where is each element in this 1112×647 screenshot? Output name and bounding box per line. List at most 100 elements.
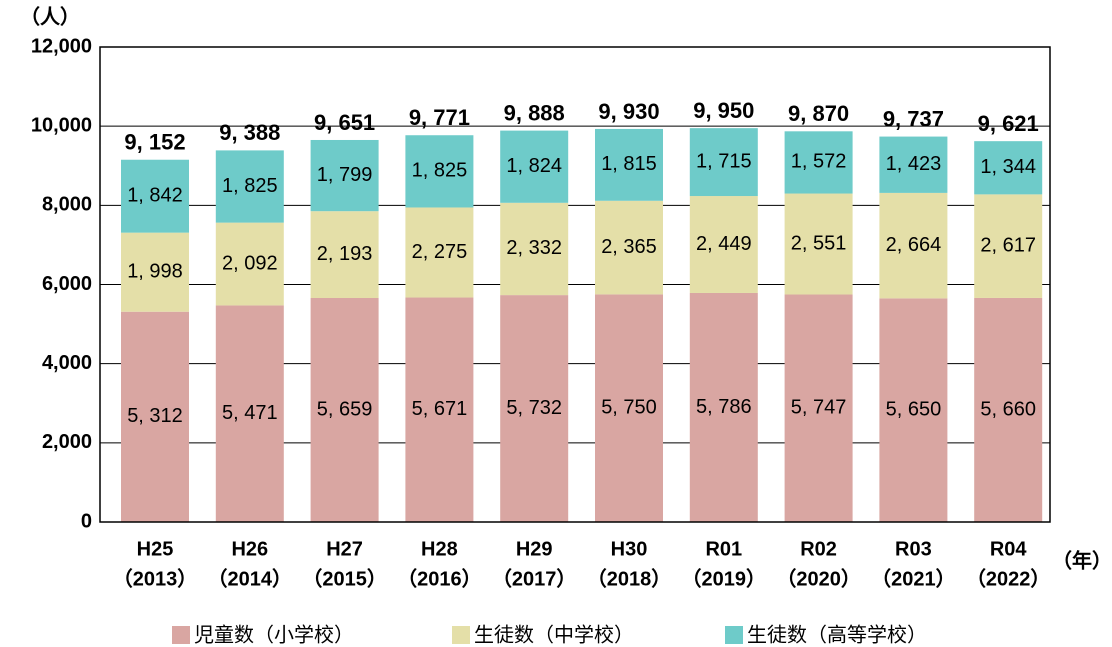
value-label: 5, 471: [222, 402, 278, 424]
bar-segment: [121, 232, 189, 312]
bar-segment: [974, 141, 1043, 195]
total-label: 9, 771: [409, 105, 470, 130]
total-label: 9, 388: [219, 120, 280, 145]
bar-segment: [310, 297, 379, 522]
bar-segment: [500, 202, 569, 296]
y-tick-label: 12,000: [31, 35, 92, 57]
x-tick-label: H25: [137, 538, 174, 560]
x-tick-label: H26: [231, 538, 268, 560]
value-label: 5, 650: [886, 398, 942, 420]
bar-segment: [595, 200, 663, 295]
value-label: 2, 092: [222, 252, 278, 274]
value-label: 5, 747: [791, 397, 847, 419]
y-tick-label: 6,000: [42, 273, 92, 295]
bar-segment: [310, 139, 379, 212]
bar-segment: [974, 297, 1043, 522]
value-label: 1, 825: [412, 160, 468, 182]
bar-segment: [689, 128, 758, 197]
bar-segment: [121, 159, 189, 233]
y-tick-label: 10,000: [31, 114, 92, 136]
bar-segment: [215, 150, 284, 223]
legend-label: 児童数（小学校）: [194, 623, 354, 646]
y-tick-label: 4,000: [42, 352, 92, 374]
x-tick-year: （2020）: [776, 567, 861, 590]
x-tick-label: H28: [421, 538, 458, 560]
value-label: 5, 660: [980, 398, 1036, 420]
x-tick-year: （2015）: [302, 567, 387, 590]
value-label: 1, 824: [506, 155, 562, 177]
x-tick-label: R03: [895, 538, 932, 560]
total-label: 9, 621: [978, 111, 1039, 136]
bar-segment: [784, 294, 853, 522]
value-label: 2, 551: [791, 232, 847, 254]
value-label: 5, 312: [127, 405, 183, 427]
x-tick-year: （2013）: [113, 567, 198, 590]
value-label: 2, 617: [980, 234, 1036, 256]
value-label: 1, 423: [886, 153, 942, 175]
bar-segment: [784, 193, 853, 295]
value-label: 2, 193: [317, 243, 373, 265]
bar-segment: [405, 135, 474, 208]
value-label: 5, 786: [696, 396, 752, 418]
x-tick-label: R04: [990, 538, 1028, 560]
value-label: 1, 815: [601, 153, 657, 175]
value-label: 1, 572: [791, 151, 847, 173]
x-tick-label: H29: [516, 538, 553, 560]
x-unit-label: （年）: [1052, 548, 1112, 572]
value-label: 1, 825: [222, 175, 278, 197]
total-label: 9, 930: [598, 99, 659, 124]
bar-segment: [595, 128, 663, 201]
bar-segment: [215, 222, 284, 306]
total-label: 9, 950: [693, 98, 754, 123]
bar-segment: [689, 292, 758, 522]
bar-segment: [879, 192, 948, 299]
bar-segment: [500, 295, 569, 522]
value-label: 1, 715: [696, 150, 752, 172]
value-label: 1, 998: [127, 260, 183, 282]
value-label: 2, 664: [886, 234, 942, 256]
x-tick-year: （2021）: [871, 567, 956, 590]
total-label: 9, 737: [883, 106, 944, 131]
bar-segment: [879, 136, 948, 193]
y-tick-label: 2,000: [42, 431, 92, 453]
value-label: 1, 799: [317, 164, 373, 186]
x-tick-year: （2017）: [492, 567, 577, 590]
bar-segment: [974, 194, 1043, 298]
value-label: 1, 842: [127, 184, 183, 206]
x-tick-year: （2018）: [587, 567, 672, 590]
legend-label: 生徒数（中学校）: [474, 623, 634, 646]
x-tick-year: （2022）: [966, 567, 1051, 590]
bar-segment: [405, 297, 474, 522]
plot-frame: [99, 46, 1051, 523]
legend-label: 生徒数（高等学校）: [747, 623, 927, 646]
total-label: 9, 152: [124, 130, 185, 155]
x-tick-year: （2014）: [208, 567, 293, 590]
bar-segment: [784, 131, 853, 194]
total-label: 9, 870: [788, 101, 849, 126]
value-label: 2, 275: [412, 241, 468, 263]
bar-segment: [310, 211, 379, 298]
y-tick-label: 0: [81, 510, 92, 532]
bar-segment: [121, 311, 189, 522]
value-label: 1, 344: [980, 156, 1036, 178]
bar-segment: [689, 196, 758, 293]
x-tick-label: H27: [326, 538, 363, 560]
y-unit-label: （人）: [20, 5, 80, 28]
x-tick-year: （2016）: [397, 567, 482, 590]
x-tick-label: R01: [705, 538, 742, 560]
total-label: 9, 888: [504, 100, 565, 125]
value-label: 2, 449: [696, 233, 752, 255]
y-tick-label: 8,000: [42, 194, 92, 216]
legend-swatch: [452, 626, 470, 644]
bar-segment: [879, 298, 948, 522]
value-label: 5, 732: [506, 397, 562, 419]
value-label: 2, 365: [601, 236, 657, 258]
value-label: 5, 671: [412, 398, 468, 420]
bar-segment: [215, 305, 284, 522]
bar-segment: [595, 294, 663, 522]
x-tick-label: H30: [611, 538, 648, 560]
total-label: 9, 651: [314, 110, 375, 135]
value-label: 2, 332: [506, 237, 562, 259]
value-label: 5, 659: [317, 398, 373, 420]
